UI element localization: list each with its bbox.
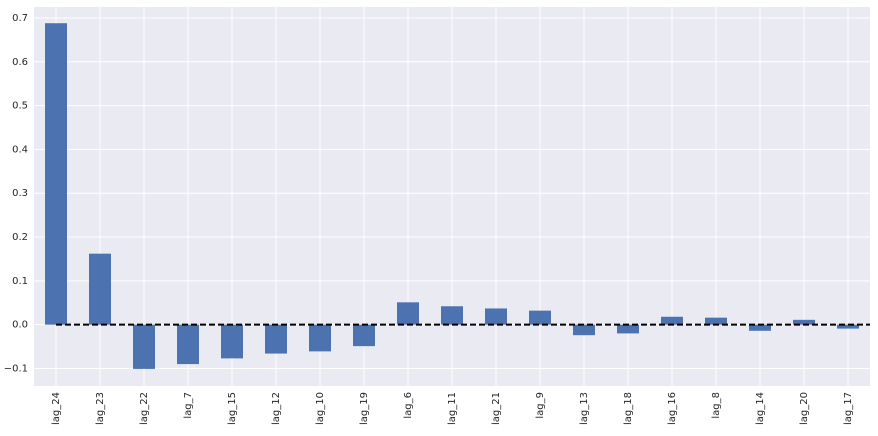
x-tick-label: lag_19 <box>359 392 370 425</box>
x-tick-label: lag_20 <box>799 392 810 425</box>
bar <box>749 324 771 331</box>
bar <box>617 324 639 334</box>
y-tick-label: 0.3 <box>12 188 28 199</box>
bar <box>661 316 683 325</box>
bar <box>793 319 815 325</box>
bar <box>353 324 375 347</box>
y-tick-label: 0.5 <box>12 101 28 112</box>
y-tick-label: 0.6 <box>12 57 28 68</box>
x-tick-label: lag_22 <box>139 392 150 425</box>
x-tick-label: lag_17 <box>843 392 854 425</box>
bar <box>573 324 595 336</box>
x-tick-label: lag_12 <box>271 392 282 425</box>
x-tick-label: lag_15 <box>227 392 238 425</box>
x-tick-label: lag_16 <box>667 392 678 425</box>
x-tick-label: lag_23 <box>95 392 106 425</box>
x-tick-label: lag_11 <box>447 392 458 425</box>
bar <box>45 23 67 325</box>
bar <box>265 324 287 354</box>
x-tick-label: lag_24 <box>51 392 62 425</box>
y-tick-label: 0.0 <box>12 320 28 331</box>
y-tick-label: 0.7 <box>12 13 28 24</box>
bar <box>133 324 155 369</box>
x-tick-label: lag_8 <box>711 392 722 419</box>
y-tick-label: 0.2 <box>12 232 28 243</box>
bar <box>397 302 419 325</box>
x-tick-label: lag_21 <box>491 392 502 425</box>
bar <box>441 306 463 325</box>
bar <box>309 324 331 352</box>
bar <box>221 324 243 359</box>
bar <box>529 310 551 325</box>
bar <box>705 317 727 325</box>
x-tick-label: lag_18 <box>623 392 634 425</box>
y-tick-label: 0.1 <box>12 276 28 287</box>
x-tick-label: lag_14 <box>755 392 766 425</box>
bar <box>837 324 859 329</box>
x-tick-label: lag_7 <box>183 392 194 419</box>
bar <box>89 253 111 325</box>
bar <box>177 324 199 365</box>
x-tick-label: lag_13 <box>579 392 590 425</box>
y-tick-label: −0.1 <box>4 363 28 374</box>
bar <box>485 308 507 325</box>
x-tick-label: lag_10 <box>315 392 326 425</box>
x-tick-label: lag_6 <box>403 392 414 419</box>
y-tick-label: 0.4 <box>12 144 28 155</box>
x-tick-label: lag_9 <box>535 392 546 419</box>
